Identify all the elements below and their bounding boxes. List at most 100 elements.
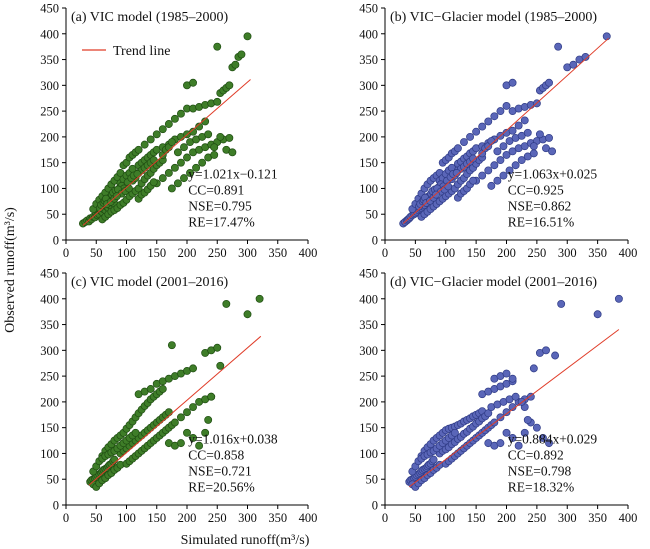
x-tick-label: 0 [382, 511, 388, 525]
data-point [545, 133, 553, 142]
data-point [493, 176, 502, 185]
data-point [216, 132, 225, 141]
stat-cc: CC=0.892 [508, 448, 564, 463]
data-point [478, 122, 487, 131]
x-tick-label: 250 [528, 246, 547, 260]
y-tick-label: 400 [359, 27, 378, 41]
legend-label: Trend line [113, 44, 170, 59]
panel-a: 0 50 100 150 200 250 300 350 400 0 50 100 150 200 250 3… [40, 2, 317, 261]
data-point [170, 114, 179, 123]
x-tick-label: 400 [299, 246, 318, 260]
x-tick-label: 100 [117, 246, 136, 260]
data-point [499, 142, 508, 151]
x-tick-label: 300 [238, 246, 257, 260]
data-point [164, 408, 173, 417]
data-point [557, 299, 566, 308]
y-tick-label: 400 [40, 27, 59, 41]
x-tick-label: 150 [147, 246, 166, 260]
data-point [183, 153, 191, 162]
y-tick-label: 150 [359, 156, 378, 170]
data-point [173, 179, 182, 188]
data-point [508, 374, 517, 383]
data-point [502, 408, 511, 417]
x-tick-label: 50 [90, 511, 103, 525]
data-point [511, 161, 520, 170]
y-axis-title: Observed runoff(m³/s) [3, 207, 18, 333]
data-point [204, 130, 213, 139]
data-point [472, 127, 481, 136]
x-tick-label: 350 [588, 246, 607, 260]
trend-line [82, 79, 251, 226]
x-tick-label: 250 [208, 511, 227, 525]
data-point [164, 169, 173, 177]
data-point [158, 125, 167, 134]
data-point [186, 169, 194, 177]
panel-c: 0 50 100 150 200 250 300 350 400 0 50 100 150 200 250 3… [40, 267, 317, 526]
data-point [222, 299, 231, 308]
data-point [523, 152, 532, 161]
data-point [176, 109, 185, 118]
data-point [176, 439, 185, 448]
panel-title-c: (c) VIC model (2001–2016) [71, 275, 229, 290]
panel-title-b: (b) VIC−Glacier model (1985–2000) [390, 10, 597, 25]
y-tick-label: 0 [372, 234, 378, 248]
data-point [225, 133, 234, 142]
data-point [158, 385, 167, 393]
panel-title-a: (a) VIC model (1985–2000) [71, 10, 229, 25]
y-tick-label: 250 [40, 370, 59, 384]
data-point [149, 156, 158, 165]
x-tick-label: 350 [588, 511, 607, 525]
data-point [581, 53, 590, 61]
data-point [213, 97, 222, 106]
data-point [505, 166, 514, 175]
data-point [529, 149, 538, 158]
data-point [207, 392, 216, 401]
data-point [505, 137, 514, 145]
x-tick-label: 250 [208, 246, 227, 260]
stat-re: RE=17.47% [188, 215, 255, 230]
x-tick-label: 50 [409, 511, 422, 525]
y-tick-label: 400 [40, 292, 59, 306]
data-point [189, 403, 197, 411]
data-point [167, 184, 176, 193]
data-point [131, 428, 140, 437]
data-point [201, 117, 210, 126]
data-point [158, 174, 167, 183]
y-tick-label: 350 [359, 53, 378, 67]
data-point [542, 346, 550, 355]
panel-b: 0 50 100 150 200 250 300 350 400 0 50 100 150 200 250 3… [359, 2, 637, 261]
data-point [502, 150, 511, 159]
y-tick-label: 250 [359, 370, 378, 384]
y-tick-label: 400 [359, 292, 378, 306]
data-point [502, 102, 511, 110]
data-point [478, 171, 487, 180]
y-tick-label: 450 [359, 2, 378, 16]
data-point [548, 147, 557, 156]
data-point [490, 112, 499, 121]
data-point [545, 78, 553, 87]
x-tick-label: 150 [467, 511, 486, 525]
data-point [554, 42, 563, 51]
data-point [453, 144, 462, 153]
data-point [189, 434, 197, 442]
y-tick-label: 350 [40, 53, 59, 67]
data-point [484, 117, 493, 126]
data-point [499, 171, 508, 180]
data-point [523, 128, 532, 137]
x-tick-label: 300 [558, 246, 577, 260]
data-point [231, 60, 240, 69]
data-point [526, 392, 535, 401]
data-point [429, 455, 438, 464]
x-tick-label: 200 [497, 511, 516, 525]
y-tick-label: 150 [359, 421, 378, 435]
y-tick-label: 200 [359, 395, 378, 409]
x-tick-label: 200 [178, 511, 197, 525]
data-point [167, 138, 176, 146]
y-tick-label: 50 [366, 473, 379, 487]
stat-re: RE=18.32% [508, 480, 574, 495]
data-point [228, 148, 237, 157]
data-point [183, 408, 191, 417]
y-tick-label: 300 [40, 79, 59, 93]
data-point [180, 174, 188, 183]
